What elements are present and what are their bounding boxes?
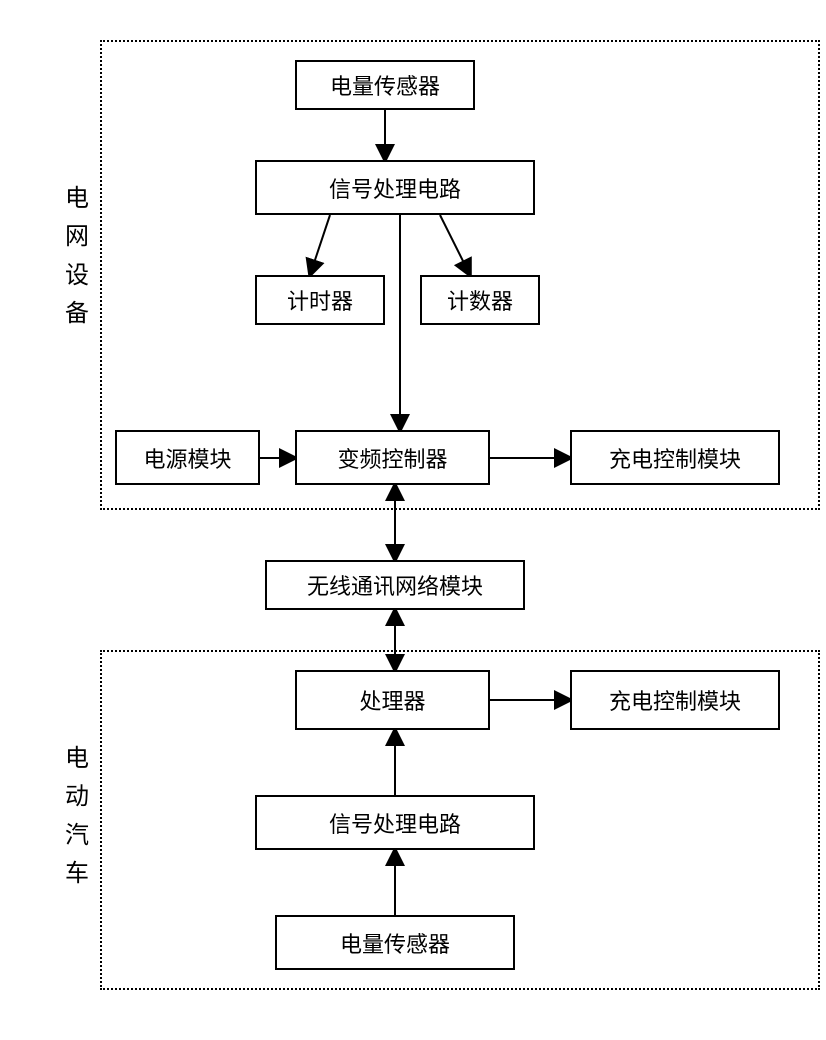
node-charge_ctrl_1: 充电控制模块 <box>570 430 780 485</box>
section-label-ev_section: 电 动 汽 车 <box>65 740 89 894</box>
node-power_module: 电源模块 <box>115 430 260 485</box>
node-signal_proc_1: 信号处理电路 <box>255 160 535 215</box>
node-timer: 计时器 <box>255 275 385 325</box>
node-power_sensor_2: 电量传感器 <box>275 915 515 970</box>
node-charge_ctrl_2: 充电控制模块 <box>570 670 780 730</box>
node-counter: 计数器 <box>420 275 540 325</box>
section-label-grid_section: 电 网 设 备 <box>65 180 89 334</box>
node-freq_controller: 变频控制器 <box>295 430 490 485</box>
node-signal_proc_2: 信号处理电路 <box>255 795 535 850</box>
node-wireless_module: 无线通讯网络模块 <box>265 560 525 610</box>
node-processor: 处理器 <box>295 670 490 730</box>
node-power_sensor_1: 电量传感器 <box>295 60 475 110</box>
